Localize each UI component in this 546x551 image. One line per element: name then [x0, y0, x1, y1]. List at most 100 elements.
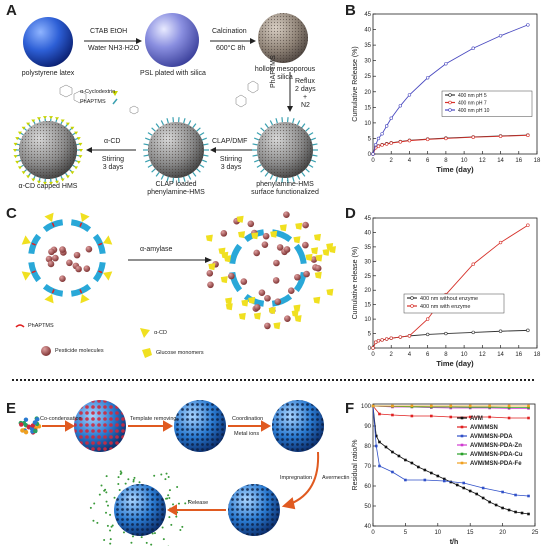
surface-ligand	[265, 124, 268, 128]
label-cd-capped: α-CD capped HMS	[8, 183, 88, 190]
pesticide-molecule	[52, 255, 59, 262]
capsule-wall	[296, 246, 303, 264]
step-co-condensation: Co-condensation	[40, 416, 82, 422]
data-point	[449, 405, 452, 408]
series-line	[373, 25, 528, 154]
released-avermectin	[127, 478, 129, 480]
glucose-monomer	[326, 289, 333, 296]
data-point	[472, 136, 475, 139]
glucose-monomer	[314, 234, 321, 241]
pesticide-molecule	[247, 220, 254, 227]
data-point	[391, 414, 394, 417]
surface-ligand	[309, 165, 313, 168]
surface-ligand	[253, 144, 258, 145]
data-point	[526, 23, 529, 26]
surface-ligand	[197, 128, 201, 131]
pesticide-legend-icon	[41, 346, 51, 356]
released-avermectin	[184, 502, 186, 504]
data-point	[469, 490, 472, 493]
surface-ligand	[200, 133, 204, 136]
cd-cap	[15, 161, 19, 164]
data-point	[508, 405, 511, 408]
surface-ligand	[297, 120, 299, 124]
pesticide-molecule	[206, 270, 213, 277]
x-tick-label: 0	[371, 530, 375, 536]
pesticide-molecule	[228, 273, 235, 280]
y-tick-label: 35	[364, 245, 371, 251]
y-tick-label: 5	[368, 332, 372, 338]
step-metal-ions: Metal ions	[234, 431, 259, 437]
released-avermectin	[133, 477, 135, 479]
surface-ligand	[297, 175, 299, 179]
cd-cap	[18, 166, 22, 169]
data-point	[499, 135, 502, 138]
surface-ligand	[265, 172, 268, 176]
pesticide-molecule	[284, 246, 291, 253]
x-tick-label: 0	[371, 352, 375, 358]
released-avermectin	[175, 516, 177, 518]
released-avermectin	[181, 526, 183, 528]
surface-ligand	[253, 155, 258, 156]
data-point	[444, 137, 447, 140]
released-avermectin	[90, 507, 92, 509]
x-tick-label: 12	[479, 158, 486, 164]
glucose-monomer	[315, 272, 322, 279]
x-tick-label: 14	[497, 352, 504, 358]
legend-label: 400 nm pH 10	[458, 108, 490, 114]
data-point	[374, 143, 377, 146]
polystyrene-latex-sphere	[23, 17, 73, 67]
legend-marker	[449, 101, 452, 104]
surface-ligand	[145, 160, 150, 162]
released-avermectin	[120, 473, 122, 475]
data-point	[378, 465, 381, 468]
data-point	[385, 338, 388, 341]
step-template-removing: Template removing	[130, 416, 176, 422]
released-avermectin	[96, 522, 98, 524]
released-avermectin	[168, 476, 170, 478]
metal-coordinated-sphere	[272, 400, 324, 452]
released-avermectin	[107, 525, 109, 527]
released-avermectin	[167, 494, 169, 496]
legend-marker	[411, 305, 414, 308]
clap-loaded-hms-sphere	[148, 122, 204, 178]
legend-marker	[411, 297, 414, 300]
y-tick-label: 40	[364, 524, 371, 530]
data-point	[374, 341, 377, 344]
label-psl-plated: PSL plated with silica	[128, 70, 218, 77]
released-avermectin	[114, 497, 116, 499]
x-tick-label: 10	[461, 158, 468, 164]
surface-ligand	[188, 120, 190, 124]
surface-ligand	[261, 128, 265, 131]
porous-sphere	[174, 400, 226, 452]
x-tick-label: 18	[534, 158, 541, 164]
pesticide-molecule	[259, 289, 266, 296]
released-avermectin	[164, 478, 166, 480]
pesticide-molecule	[264, 295, 271, 302]
glucose-monomer	[224, 255, 231, 262]
y-tick-label: 90	[364, 424, 371, 430]
cd-cap	[77, 161, 81, 164]
pesticide-molecule	[86, 246, 93, 253]
cd-cap	[14, 155, 18, 158]
y-tick-label: 20	[364, 288, 371, 294]
data-point	[482, 497, 485, 500]
glucose-monomer	[208, 263, 215, 270]
y-tick-label: 100	[361, 404, 372, 410]
surface-ligand	[270, 175, 272, 179]
data-point	[499, 241, 502, 244]
released-avermectin	[179, 529, 181, 531]
pesticide-molecule	[221, 230, 228, 237]
y-tick-label: 45	[364, 216, 371, 222]
released-avermectin	[109, 530, 111, 532]
surface-ligand	[184, 118, 185, 123]
series-line	[373, 330, 528, 348]
y-axis-label: Residual ratio/%	[352, 440, 359, 491]
data-point	[408, 334, 411, 337]
arrow1-bottom-text: Water NH3·H2O	[88, 45, 139, 52]
data-point	[469, 405, 472, 408]
released-avermectin	[107, 505, 109, 507]
data-point	[381, 144, 384, 147]
data-point	[390, 142, 393, 145]
